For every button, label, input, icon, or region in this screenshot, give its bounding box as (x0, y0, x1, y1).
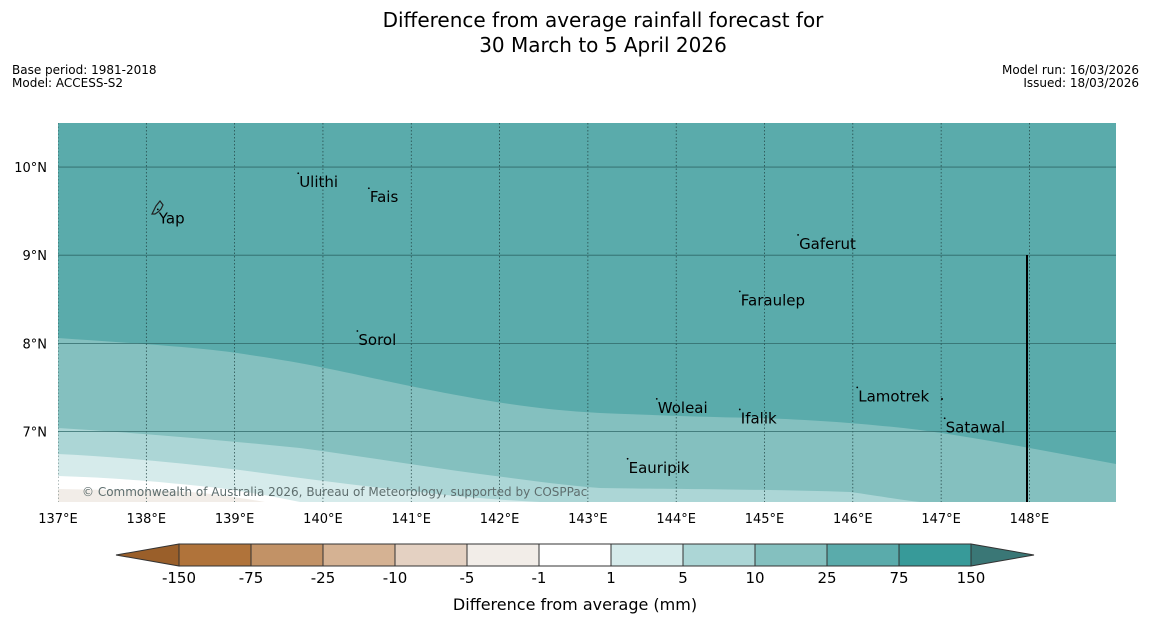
colorbar-tick-label: -10 (383, 569, 408, 587)
colorbar-low-extend (115, 543, 180, 567)
colorbar-tick-label: -1 (532, 569, 547, 587)
colorbar-tick-label: 1 (606, 569, 616, 587)
lon-tick-label: 139°E (215, 512, 255, 527)
colorbar-segment (682, 543, 756, 567)
place-label-fais: Fais (370, 188, 399, 206)
colorbar-tick-label: 5 (678, 569, 688, 587)
colorbar-tick-label: 25 (817, 569, 836, 587)
colorbar-tick-label: 150 (957, 569, 986, 587)
lon-tick-label: 148°E (1010, 512, 1050, 527)
model-text: Model: ACCESS-S2 (12, 76, 124, 90)
place-marker (626, 457, 629, 460)
colorbar-segment (394, 543, 468, 567)
lon-tick-label: 147°E (921, 512, 961, 527)
meta-right: Model run: 16/03/2026 Issued: 18/03/2026 (1002, 64, 1139, 90)
place-marker (856, 386, 859, 389)
yap-island-outline (151, 200, 164, 215)
place-label-ulithi: Ulithi (299, 173, 338, 191)
colorbar-segment (322, 543, 396, 567)
lon-tick-label: 146°E (833, 512, 873, 527)
colorbar-segment (754, 543, 828, 567)
place-label-ifalik: Ifalik (741, 409, 777, 427)
place-label-yap: Yap (158, 209, 185, 227)
lon-tick-label: 144°E (656, 512, 696, 527)
place-marker (941, 398, 943, 400)
issued-text: Issued: 18/03/2026 (1023, 76, 1139, 90)
lon-tick-label: 138°E (127, 512, 167, 527)
map-area: Ulithi Fais Yap Gaferut Faraulep Sorol Lamotre… (58, 123, 1116, 502)
colorbar-segment (466, 543, 540, 567)
place-marker (797, 234, 799, 236)
place-label-satawal: Satawal (946, 418, 1005, 436)
place-label-woleai: Woleai (658, 399, 708, 417)
place-marker (943, 417, 946, 420)
model-run-text: Model run: 16/03/2026 (1001, 63, 1139, 77)
lon-tick-label: 137°E (38, 512, 78, 527)
title-line-1: Difference from average rainfall forecas… (382, 8, 824, 32)
colorbar-segment (250, 543, 324, 567)
place-label-lamotrek: Lamotrek (858, 387, 929, 405)
place-label-sorol: Sorol (358, 331, 396, 349)
copyright-text: © Commonwealth of Australia 2026, Bureau… (82, 485, 587, 499)
colorbar-segment (826, 543, 900, 567)
place-marker (367, 187, 370, 190)
lat-tick-label: 9°N (23, 249, 48, 264)
colorbar-tick-label: 10 (745, 569, 764, 587)
colorbar-high-extend (970, 543, 1035, 567)
colorbar-tick-label: -75 (239, 569, 264, 587)
place-marker (156, 208, 159, 211)
place-marker (297, 172, 300, 175)
place-marker (738, 408, 741, 411)
lat-tick-label: 8°N (23, 337, 48, 352)
base-period-text: Base period: 1981-2018 (12, 63, 157, 77)
place-marker (655, 397, 658, 400)
place-marker (738, 290, 741, 293)
lon-tick-label: 141°E (391, 512, 431, 527)
colorbar-tick-label: -25 (311, 569, 336, 587)
title-line-2: 30 March to 5 April 2026 (479, 33, 727, 57)
lat-tick-label: 7°N (23, 425, 48, 440)
meta-left: Base period: 1981-2018 Model: ACCESS-S2 (12, 64, 157, 90)
colorbar-tick-label: -5 (460, 569, 475, 587)
map-title: Difference from average rainfall forecas… (0, 8, 1150, 58)
lat-tick-label: 10°N (14, 161, 47, 176)
colorbar-segment (178, 543, 252, 567)
place-marker (356, 330, 359, 332)
colorbar-segment (898, 543, 972, 567)
place-label-eauripik: Eauripik (629, 459, 690, 477)
colorbar-title: Difference from average (mm) (453, 595, 697, 614)
colorbar-tick-label: 75 (889, 569, 908, 587)
lon-tick-label: 145°E (745, 512, 785, 527)
colorbar-tick-label: -150 (162, 569, 196, 587)
lon-tick-label: 140°E (303, 512, 343, 527)
place-label-gaferut: Gaferut (799, 235, 856, 253)
place-label-faraulep: Faraulep (741, 291, 805, 309)
lon-tick-label: 143°E (568, 512, 608, 527)
colorbar-segment (610, 543, 684, 567)
colorbar-segment (538, 543, 612, 567)
colorbar: -150 -75 -25 -10 -5 -1 1 5 10 25 75 150 Difference … (115, 543, 1035, 614)
lon-tick-label: 142°E (480, 512, 520, 527)
zone-minus5-to-minus1mm (58, 489, 265, 502)
